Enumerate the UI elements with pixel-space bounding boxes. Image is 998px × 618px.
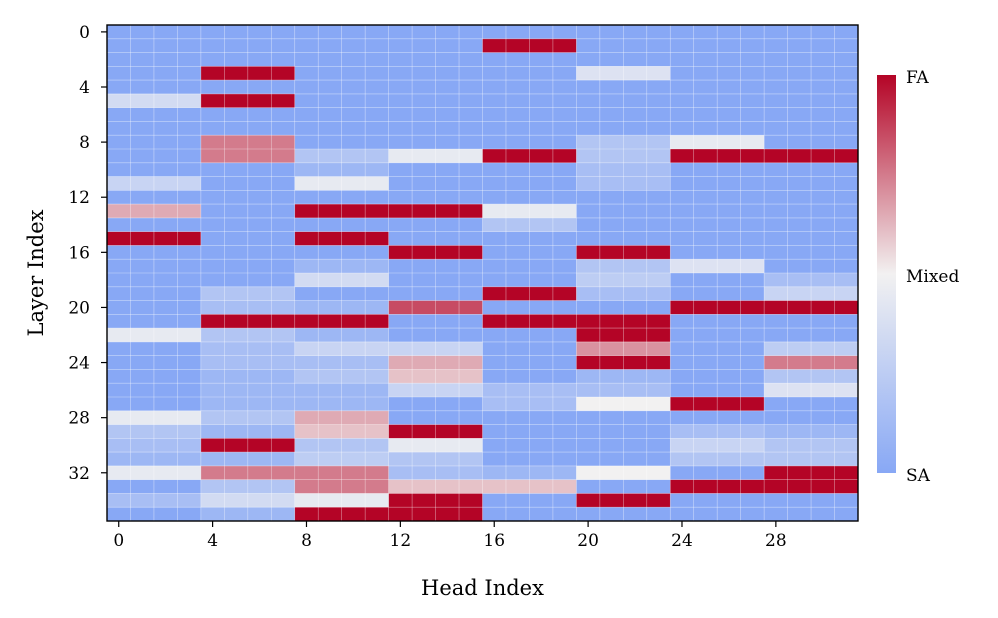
y-axis-ticks: 0 4 8 12 16 20 24 28 32 [68,23,107,484]
y-axis-title: Layer Index [24,209,48,336]
x-axis-ticks: 0 4 8 12 16 20 24 28 [113,521,787,551]
x-tick-label: 12 [390,531,412,551]
y-tick-label: 8 [79,133,90,153]
colorbar-label: FA [906,68,929,88]
colorbar-label: Mixed [906,267,959,287]
x-tick-label: 24 [671,531,693,551]
x-tick-label: 28 [765,531,787,551]
y-tick-label: 20 [68,298,90,318]
y-tick-label: 28 [68,409,90,429]
x-tick-label: 8 [301,531,312,551]
y-tick-label: 32 [68,464,90,484]
colorbar-labels: FA Mixed SA [906,68,959,486]
y-tick-label: 24 [68,354,90,374]
y-tick-label: 12 [68,188,90,208]
colorbar-label: SA [906,466,931,486]
x-axis-title: Head Index [421,576,544,600]
y-tick-label: 4 [79,78,90,98]
x-tick-label: 4 [207,531,218,551]
x-tick-label: 16 [483,531,505,551]
x-tick-label: 0 [113,531,124,551]
y-tick-label: 16 [68,243,90,263]
colorbar [877,75,896,473]
heatmap-gridlines [107,25,858,521]
plot-frame [106,24,859,522]
y-tick-label: 0 [79,23,90,43]
x-tick-label: 20 [577,531,599,551]
